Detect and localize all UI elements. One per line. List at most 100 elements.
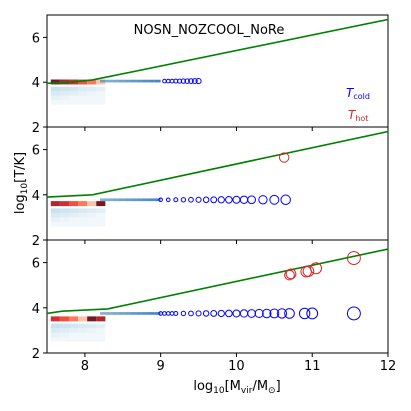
density-ridge-cell xyxy=(118,312,125,315)
density-cell-cold xyxy=(50,217,60,222)
density-cell-cold xyxy=(59,208,69,213)
y-axis-label: log10[T/K] xyxy=(13,152,30,214)
density-cell-cold xyxy=(78,328,88,333)
cold-point xyxy=(195,196,202,203)
legend-cold-label: Tcold xyxy=(346,86,370,101)
y-tick-label: 2 xyxy=(32,121,40,136)
legend-cold-symbol: T xyxy=(346,86,355,100)
density-ridge-cell xyxy=(112,312,119,315)
density-ridge-cell xyxy=(142,312,149,315)
hot-point xyxy=(300,265,312,278)
density-ridge-cell xyxy=(100,312,107,315)
density-cell-cold xyxy=(96,221,106,227)
density-cell-cold xyxy=(87,212,97,218)
density-cell-cold xyxy=(50,208,60,213)
density-cell-cold xyxy=(59,337,69,342)
series-t-cold xyxy=(158,194,291,206)
hot-point xyxy=(346,251,361,266)
cold-point xyxy=(202,310,210,317)
cold-point xyxy=(284,308,295,319)
density-cell-cold xyxy=(78,95,88,101)
density-cell-hot xyxy=(96,201,106,207)
density-cell-cold xyxy=(87,100,97,105)
density-cell-cold xyxy=(87,86,97,92)
density-ridge-cell xyxy=(124,79,131,83)
x-tick-label: 11 xyxy=(304,359,321,374)
x-axis-label-slash: /M xyxy=(252,379,268,394)
hot-point xyxy=(278,152,290,163)
cold-point xyxy=(280,194,291,206)
density-ridge-cell xyxy=(130,79,137,83)
density-cell-cold xyxy=(68,337,79,342)
x-axis-label-sun: ⊙ xyxy=(268,386,276,396)
density-cell-cold xyxy=(87,217,97,222)
cold-point xyxy=(210,310,218,317)
density-ridge-cell xyxy=(106,312,113,315)
hot-point xyxy=(310,262,323,275)
density-cell-cold xyxy=(78,337,88,342)
density-cell-hot xyxy=(68,201,79,207)
density-cell-cold xyxy=(50,337,60,342)
density-cell-cold xyxy=(78,100,88,105)
panel-top-density xyxy=(50,79,161,105)
cold-point xyxy=(195,78,202,85)
density-cell-cold xyxy=(68,212,79,218)
chart-title: NOSN_NOZCOOL_NoRe xyxy=(134,23,285,38)
density-cell-cold xyxy=(50,328,60,333)
density-cell-cold xyxy=(59,95,69,101)
hot-point xyxy=(302,265,315,277)
cold-point xyxy=(173,310,179,316)
density-ridge-cell xyxy=(130,198,137,202)
density-cell-cold xyxy=(87,91,97,96)
density-cell-cold xyxy=(87,95,97,101)
density-cell-cold xyxy=(87,328,97,333)
density-cell-cold xyxy=(87,323,97,329)
density-ridge-cell xyxy=(112,198,119,202)
density-cell-cold xyxy=(96,91,106,96)
legend: Tcold Thot xyxy=(346,86,370,123)
density-cell-cold xyxy=(50,332,60,338)
density-cell-hot xyxy=(50,201,60,207)
x-axis-label-close: ] xyxy=(276,379,281,394)
cold-point xyxy=(239,195,249,204)
y-axis-label-log: log xyxy=(13,194,28,214)
density-ridge-cell xyxy=(124,312,131,315)
density-ridge-cell xyxy=(148,312,155,315)
panel-bottom: 2 4 6 8 9 10 11 12 xyxy=(32,239,396,374)
x-axis-label-sub: 10 xyxy=(213,386,225,396)
y-tick-label: 2 xyxy=(32,234,40,249)
density-ridge-cell xyxy=(124,198,131,202)
density-cell-cold xyxy=(59,217,69,222)
density-cell-hot xyxy=(78,201,88,207)
density-ridge-cell xyxy=(100,198,107,202)
cold-point xyxy=(195,310,202,317)
cold-point xyxy=(202,196,210,204)
cold-point xyxy=(232,195,241,204)
density-cell-cold xyxy=(50,100,60,105)
x-axis-label-vir: vir xyxy=(241,386,253,396)
legend-hot-symbol: T xyxy=(348,108,357,122)
panels: 2 4 6 2 4 6 2 4 6 8 9 10 11 12 xyxy=(32,14,396,374)
cold-point xyxy=(165,78,171,84)
threshold-line xyxy=(46,18,389,85)
density-cell-cold xyxy=(96,212,106,218)
cold-point xyxy=(165,197,171,203)
x-axis-label: log10[Mvir/M⊙] xyxy=(193,379,280,396)
density-cell-cold xyxy=(50,212,60,218)
cold-point xyxy=(225,309,233,318)
cold-point xyxy=(269,194,280,205)
y-tick-label: 6 xyxy=(32,144,40,159)
x-tick-label: 9 xyxy=(157,359,165,374)
cold-point xyxy=(165,311,171,316)
cold-point xyxy=(239,309,249,318)
density-ridge-cell xyxy=(154,79,161,83)
density-ridge-cell xyxy=(148,79,155,83)
density-ridge-cell xyxy=(148,198,155,202)
density-cell-cold xyxy=(96,208,106,213)
density-cell-cold xyxy=(78,212,88,218)
cold-point xyxy=(180,197,187,203)
density-ridge-cell xyxy=(136,79,143,83)
density-ridge-cell xyxy=(142,79,149,83)
cold-point xyxy=(346,306,361,321)
density-cell-hot xyxy=(78,316,88,322)
